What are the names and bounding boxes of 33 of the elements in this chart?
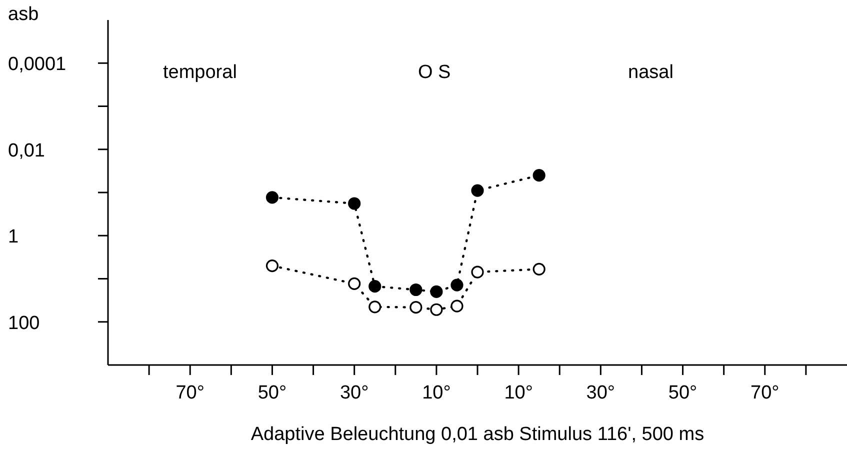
point <box>348 197 361 210</box>
y-tick-label: 0,0001 <box>8 54 66 76</box>
annotation: temporal <box>163 62 237 84</box>
point <box>532 169 546 182</box>
point <box>430 303 443 316</box>
point <box>430 285 443 298</box>
x-tick-label: 30° <box>586 382 616 404</box>
point <box>368 280 382 293</box>
y-tick-label: 0,01 <box>8 140 45 162</box>
x-axis-title: Adaptive Beleuchtung 0,01 asb Stimulus 116', 500 ms <box>250 424 704 445</box>
y-axis-title: asb <box>8 4 39 26</box>
x-tick-label: 10° <box>422 382 451 404</box>
y-tick-label: 1 <box>8 226 19 248</box>
point <box>348 277 361 290</box>
point <box>471 266 484 278</box>
x-tick-label: 30° <box>340 382 369 404</box>
x-tick-label: 70° <box>750 382 780 404</box>
annotation: O S <box>418 62 451 84</box>
point <box>410 301 422 314</box>
x-tick-label: 70° <box>176 382 204 404</box>
point <box>410 283 422 296</box>
point <box>266 259 279 272</box>
y-tick-label: 100 <box>8 312 40 334</box>
annotation: nasal <box>628 62 674 84</box>
point <box>368 300 382 314</box>
x-tick-label: 50° <box>258 382 287 404</box>
point <box>450 278 464 292</box>
point <box>471 184 484 197</box>
x-tick-label: 50° <box>668 382 698 404</box>
x-tick-label: 10° <box>504 382 533 404</box>
point <box>532 262 546 276</box>
point <box>450 300 464 312</box>
point <box>266 191 279 204</box>
